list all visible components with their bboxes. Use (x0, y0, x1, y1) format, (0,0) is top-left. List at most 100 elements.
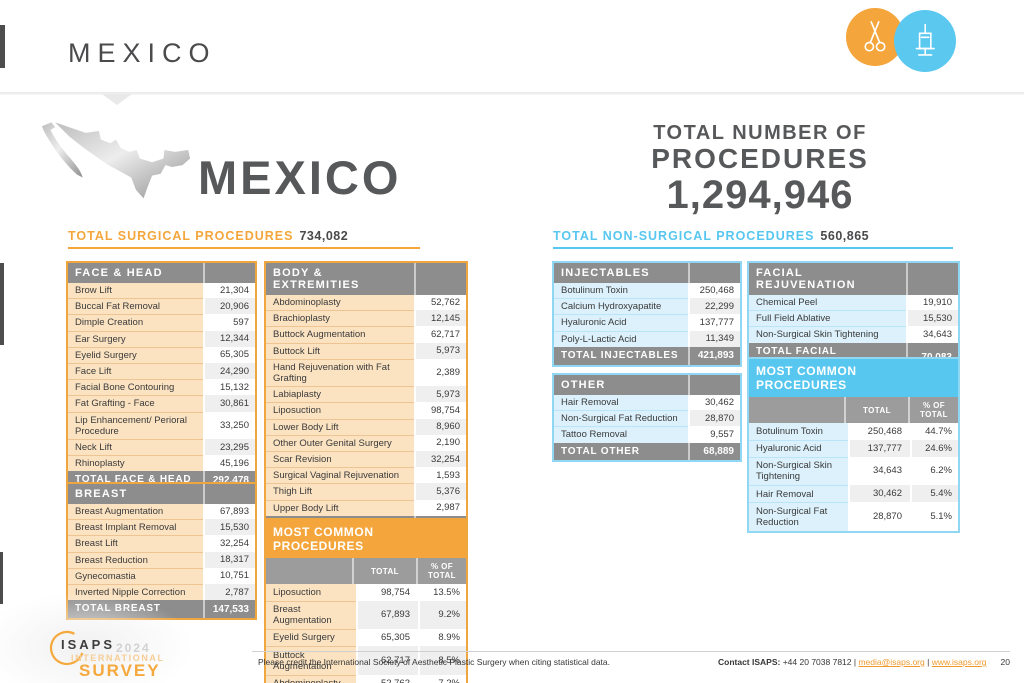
face-head-table: FACE & HEAD Brow Lift 21,304 Buccal Fat … (66, 261, 257, 492)
page-edge-mark (0, 263, 4, 345)
procedure-name: Upper Body Lift (266, 499, 414, 516)
table-row: Other Outer Genital Surgery 2,190 (266, 434, 466, 452)
table-row: Fat Grafting - Face 30,861 (68, 395, 255, 412)
procedure-count: 11,349 (688, 330, 740, 347)
table-row: Face Lift 24,290 (68, 363, 255, 380)
procedure-name: Neck Lift (68, 439, 203, 456)
procedure-count: 15,132 (203, 379, 255, 396)
table-row: Lip Enhancement/ Perioral Procedure 33,2… (68, 411, 255, 440)
procedure-name: Eyelid Surgery (266, 628, 356, 647)
nonsurgical-section-label: TOTAL NON-SURGICAL PROCEDURES (553, 229, 815, 243)
procedure-name: Thigh Lift (266, 483, 414, 500)
procedure-count: 9,557 (688, 426, 740, 443)
table-row: Ear Surgery 12,344 (68, 330, 255, 347)
isaps-logo-year: 2024 (116, 641, 151, 655)
isaps-logo-survey: SURVEY (79, 661, 161, 680)
procedure-count: 250,468 (688, 283, 740, 299)
footer-contact: Contact ISAPS: +44 20 7038 7812 | media@… (718, 657, 987, 667)
procedure-count: 33,250 (203, 411, 255, 440)
table-row: Facial Bone Contouring 15,132 (68, 379, 255, 396)
footer-website-link[interactable]: www.isaps.org (931, 657, 987, 667)
table-header-spacer (203, 263, 255, 283)
procedure-name: Surgical Vaginal Rejuvenation (266, 467, 414, 484)
table-column-headers: TOTAL % OF TOTAL (749, 397, 958, 424)
page-edge-mark (0, 25, 5, 68)
procedure-name: Brow Lift (68, 283, 203, 299)
table-row: Non-Surgical Skin Tightening 34,643 (749, 326, 958, 343)
table-header-spacer (688, 263, 740, 283)
table-row: Buttock Lift 5,973 (266, 342, 466, 359)
procedure-count: 30,861 (203, 395, 255, 412)
procedure-name: Non-Surgical Skin Tightening (749, 326, 906, 343)
table-rows: Breast Augmentation 67,893 Breast Implan… (68, 504, 255, 601)
injectables-table: INJECTABLES Botulinum Toxin 250,468 Calc… (552, 261, 742, 367)
most-common-surgical-table: MOST COMMON PROCEDURES TOTAL % OF TOTAL … (264, 518, 468, 683)
procedure-name: Dimple Creation (68, 314, 203, 331)
procedure-count: 10,751 (203, 567, 255, 585)
table-column-headers: TOTAL % OF TOTAL (266, 558, 466, 585)
surgical-badge (846, 8, 904, 66)
procedure-name: Hyaluronic Acid (554, 314, 688, 331)
procedure-pct: 8.5% (418, 646, 466, 675)
table-total-row: TOTAL OTHER 68,889 (554, 442, 740, 461)
procedure-total: 28,870 (848, 502, 910, 531)
procedure-name: Abdominoplasty (266, 674, 356, 683)
nonsurgical-badge (894, 10, 956, 72)
procedure-name: Fat Grafting - Face (68, 395, 203, 412)
table-header-spacer (414, 263, 466, 295)
table-row: Non-Surgical Skin Tightening 34,643 6.2% (749, 456, 958, 486)
body-extremities-table-header: BODY & EXTREMITIES (266, 263, 466, 295)
procedure-name: Tattoo Removal (554, 426, 688, 443)
procedure-count: 5,973 (414, 342, 466, 359)
procedure-count: 62,717 (414, 326, 466, 343)
table-rows: Hair Removal 30,462 Non-Surgical Fat Red… (554, 395, 740, 443)
total-procedures-label-1: TOTAL NUMBER OF (653, 122, 867, 144)
procedure-count: 137,777 (688, 314, 740, 331)
table-title: FACE & HEAD (75, 267, 163, 279)
column-header-pct: % OF TOTAL (416, 558, 466, 585)
table-title: BREAST (75, 488, 128, 500)
page-number: 20 (1000, 657, 1010, 667)
procedure-pct: 9.2% (418, 600, 466, 629)
procedure-total: 65,305 (356, 628, 418, 647)
surgical-section-header: TOTAL SURGICAL PROCEDURES 734,082 (68, 229, 420, 249)
table-title: OTHER (561, 379, 606, 391)
procedure-name: Buttock Augmentation (266, 646, 356, 675)
procedure-count: 12,145 (414, 310, 466, 327)
procedure-name: Liposuction (266, 402, 414, 419)
procedure-name: Facial Bone Contouring (68, 379, 203, 396)
procedure-count: 18,317 (203, 551, 255, 568)
table-row: Upper Body Lift 2,987 (266, 499, 466, 516)
procedure-name: Hair Removal (554, 395, 688, 411)
body-extremities-table: BODY & EXTREMITIES Abdominoplasty 52,762… (264, 261, 468, 548)
table-row: Liposuction 98,754 (266, 402, 466, 419)
procedure-count: 5,376 (414, 483, 466, 500)
total-label: TOTAL INJECTABLES (554, 346, 688, 365)
procedure-count: 20,906 (203, 298, 255, 315)
footer-email-link[interactable]: media@isaps.org (858, 657, 925, 667)
mexico-map-silhouette (41, 122, 191, 199)
face-head-table-header: FACE & HEAD (68, 263, 255, 283)
table-total-row: TOTAL INJECTABLES 421,893 (554, 346, 740, 365)
procedure-name: Botulinum Toxin (554, 283, 688, 299)
procedure-name: Buttock Augmentation (266, 326, 414, 343)
procedure-name: Buttock Lift (266, 342, 414, 359)
total-procedures-block: TOTAL NUMBER OF PROCEDURES 1,294,946 (555, 122, 965, 217)
table-row: Non-Surgical Fat Reduction 28,870 (554, 410, 740, 427)
table-row: Non-Surgical Fat Reduction 28,870 5.1% (749, 502, 958, 531)
footer-contact-phone: +44 20 7038 7812 (782, 657, 852, 667)
most-common-nonsurgical-table: MOST COMMON PROCEDURES TOTAL % OF TOTAL … (747, 357, 960, 533)
table-row: Thigh Lift 5,376 (266, 483, 466, 500)
procedure-count: 19,910 (906, 295, 958, 311)
procedure-count: 22,299 (688, 298, 740, 315)
table-row: Calcium Hydroxyapatite 22,299 (554, 298, 740, 315)
table-row: Neck Lift 23,295 (68, 439, 255, 456)
procedure-pct: 24.6% (910, 439, 958, 457)
total-value: 421,893 (688, 346, 740, 365)
procedure-name: Breast Augmentation (266, 600, 356, 629)
procedure-count: 32,254 (414, 451, 466, 468)
table-row: Hair Removal 30,462 5.4% (749, 485, 958, 503)
procedure-count: 1,593 (414, 467, 466, 484)
procedure-total: 98,754 (356, 584, 418, 601)
procedure-name: Face Lift (68, 363, 203, 380)
